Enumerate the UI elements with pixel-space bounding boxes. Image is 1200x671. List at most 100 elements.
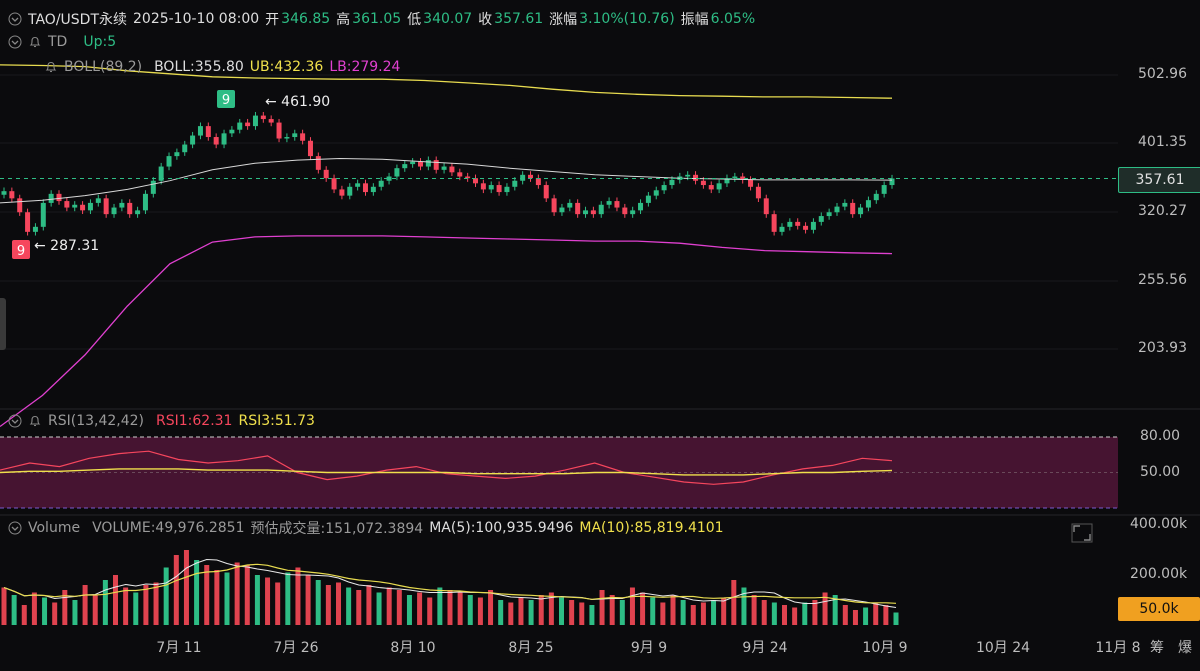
candle-body	[315, 156, 321, 170]
volume-bar	[376, 592, 382, 625]
bar-datetime: 2025-10-10 08:00	[133, 11, 260, 27]
candle-body	[268, 119, 274, 123]
ohlc-header: TAO/USDT永续 2025-10-10 08:00 开 346.85 高 361…	[8, 9, 755, 29]
td-high-count: 9	[222, 93, 230, 108]
volume-bar	[680, 600, 686, 625]
volume-bar	[82, 585, 88, 625]
time-axis-label: 9月 9	[630, 640, 668, 656]
candle-body	[826, 212, 832, 217]
candle-body	[213, 137, 219, 145]
volume-bar	[457, 592, 463, 625]
volume-bar	[640, 592, 646, 625]
volume-bar	[559, 597, 564, 625]
volume-bar	[173, 555, 179, 625]
symbol-title: TAO/USDT永续	[28, 12, 127, 28]
collapse-chevron-icon[interactable]	[8, 12, 22, 26]
candle-body	[559, 207, 565, 213]
candle-body	[347, 186, 353, 196]
candle-body	[520, 174, 526, 181]
collapse-chevron-icon[interactable]	[8, 35, 22, 49]
volume-bar	[852, 610, 858, 625]
volume-bar	[11, 595, 17, 625]
candle-body	[307, 140, 313, 157]
volume-estimate: 预估成交量:151,072.3894	[250, 521, 424, 537]
liquidation-tab[interactable]: 爆	[1178, 640, 1192, 656]
boll-upper-line	[0, 64, 893, 99]
rsi-axis-label: 80.00	[1140, 428, 1181, 444]
candle-body	[653, 190, 659, 196]
collapse-chevron-icon[interactable]	[8, 414, 22, 428]
boll-name: BOLL(89,2)	[64, 59, 143, 75]
candle-body	[40, 202, 46, 227]
candle-body	[300, 133, 306, 141]
time-axis-label: 9月 24	[742, 640, 788, 656]
candle-body	[95, 198, 101, 203]
volume-bar	[1, 587, 7, 625]
candle-body	[724, 178, 730, 184]
price-axis-label: 203.93	[1138, 340, 1187, 356]
time-axis-label: 7月 11	[156, 640, 202, 656]
candle-body	[873, 193, 879, 201]
close-value: 357.61	[494, 11, 544, 27]
candle-body	[457, 172, 463, 177]
volume-bar	[113, 575, 118, 625]
volume-ma10: MA(10):85,819.4101	[579, 520, 724, 536]
candle-body	[708, 185, 714, 190]
volume-bar	[548, 592, 554, 625]
candle-body	[80, 204, 86, 211]
candle-body	[441, 166, 447, 170]
volume-axis-label: 200.00k	[1130, 566, 1188, 582]
candle-body	[803, 225, 809, 230]
candle-body	[842, 202, 848, 207]
candle-body	[135, 210, 141, 215]
candle-body	[64, 201, 70, 208]
volume-bar	[700, 602, 706, 625]
low-value: 340.07	[423, 11, 473, 27]
volume-axis-label: 400.00k	[1130, 516, 1188, 532]
candle-body	[9, 191, 15, 199]
volume-bar	[609, 595, 615, 625]
amplitude-value: 6.05%	[710, 11, 756, 27]
volume-bar	[21, 605, 27, 625]
candle-body	[700, 180, 706, 186]
candle-body	[17, 198, 23, 213]
candle-body	[465, 176, 471, 179]
candle-body	[150, 180, 156, 194]
candle-body	[370, 186, 376, 193]
high-label: 高	[336, 12, 351, 28]
bell-icon[interactable]	[28, 35, 42, 49]
bell-icon[interactable]	[44, 60, 58, 74]
volume-bar	[579, 602, 585, 625]
low-label: 低	[407, 12, 422, 28]
boll-indicator-row: BOLL(89,2) BOLL:355.80 UB:432.36 LB:279.…	[44, 59, 400, 75]
candle-body	[449, 166, 455, 173]
change-label: 涨幅	[549, 12, 578, 28]
time-axis-label: 10月 24	[975, 640, 1031, 656]
expand-icon[interactable]	[1070, 522, 1094, 544]
time-axis-label: 10月 9	[862, 640, 908, 656]
candle-body	[237, 122, 243, 130]
candle-body	[787, 221, 793, 227]
sidebar-toggle-handle[interactable]	[0, 298, 6, 350]
volume-bar	[802, 602, 808, 625]
candle-body	[394, 168, 400, 177]
volume-bar	[467, 595, 473, 625]
volume-bar	[782, 605, 787, 625]
volume-bar	[569, 600, 575, 625]
price-axis-label: 502.96	[1138, 66, 1187, 82]
volume-bar	[751, 595, 757, 625]
volume-ma5: MA(5):100,935.9496	[429, 520, 574, 536]
candle-body	[417, 161, 423, 167]
chip-distribution-tab[interactable]: 筹	[1150, 640, 1164, 656]
collapse-chevron-icon[interactable]	[8, 521, 22, 535]
volume-bar	[893, 612, 899, 625]
volume-bar	[518, 597, 524, 625]
volume-bar	[153, 582, 159, 625]
candle-body	[252, 115, 258, 127]
volume-ma10-line	[3, 563, 897, 604]
candle-body	[339, 189, 345, 196]
candle-body	[606, 201, 612, 205]
price-axis-label: 401.35	[1138, 134, 1187, 150]
bell-icon[interactable]	[28, 414, 42, 428]
